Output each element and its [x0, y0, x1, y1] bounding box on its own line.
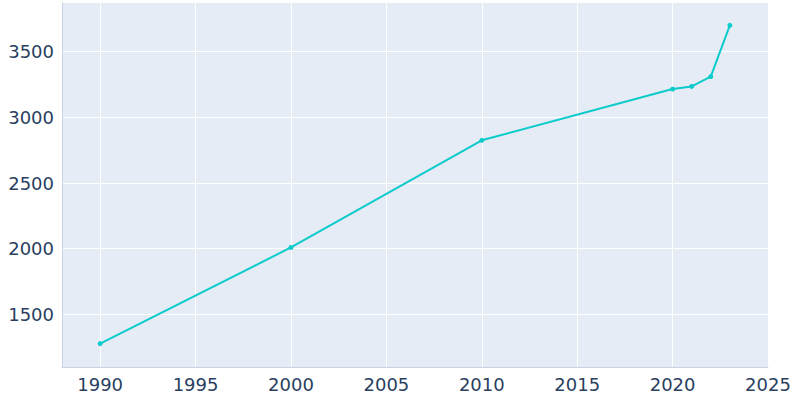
svg-text:2020: 2020	[650, 374, 696, 395]
svg-text:3500: 3500	[8, 41, 54, 62]
svg-text:3000: 3000	[8, 107, 54, 128]
svg-text:1990: 1990	[77, 374, 123, 395]
svg-text:1500: 1500	[8, 304, 54, 325]
svg-text:2015: 2015	[554, 374, 600, 395]
svg-text:2000: 2000	[8, 238, 54, 259]
svg-text:2025: 2025	[745, 374, 791, 395]
svg-text:1995: 1995	[173, 374, 219, 395]
svg-text:2005: 2005	[363, 374, 409, 395]
svg-text:2500: 2500	[8, 173, 54, 194]
svg-text:2000: 2000	[268, 374, 314, 395]
svg-text:2010: 2010	[459, 374, 505, 395]
